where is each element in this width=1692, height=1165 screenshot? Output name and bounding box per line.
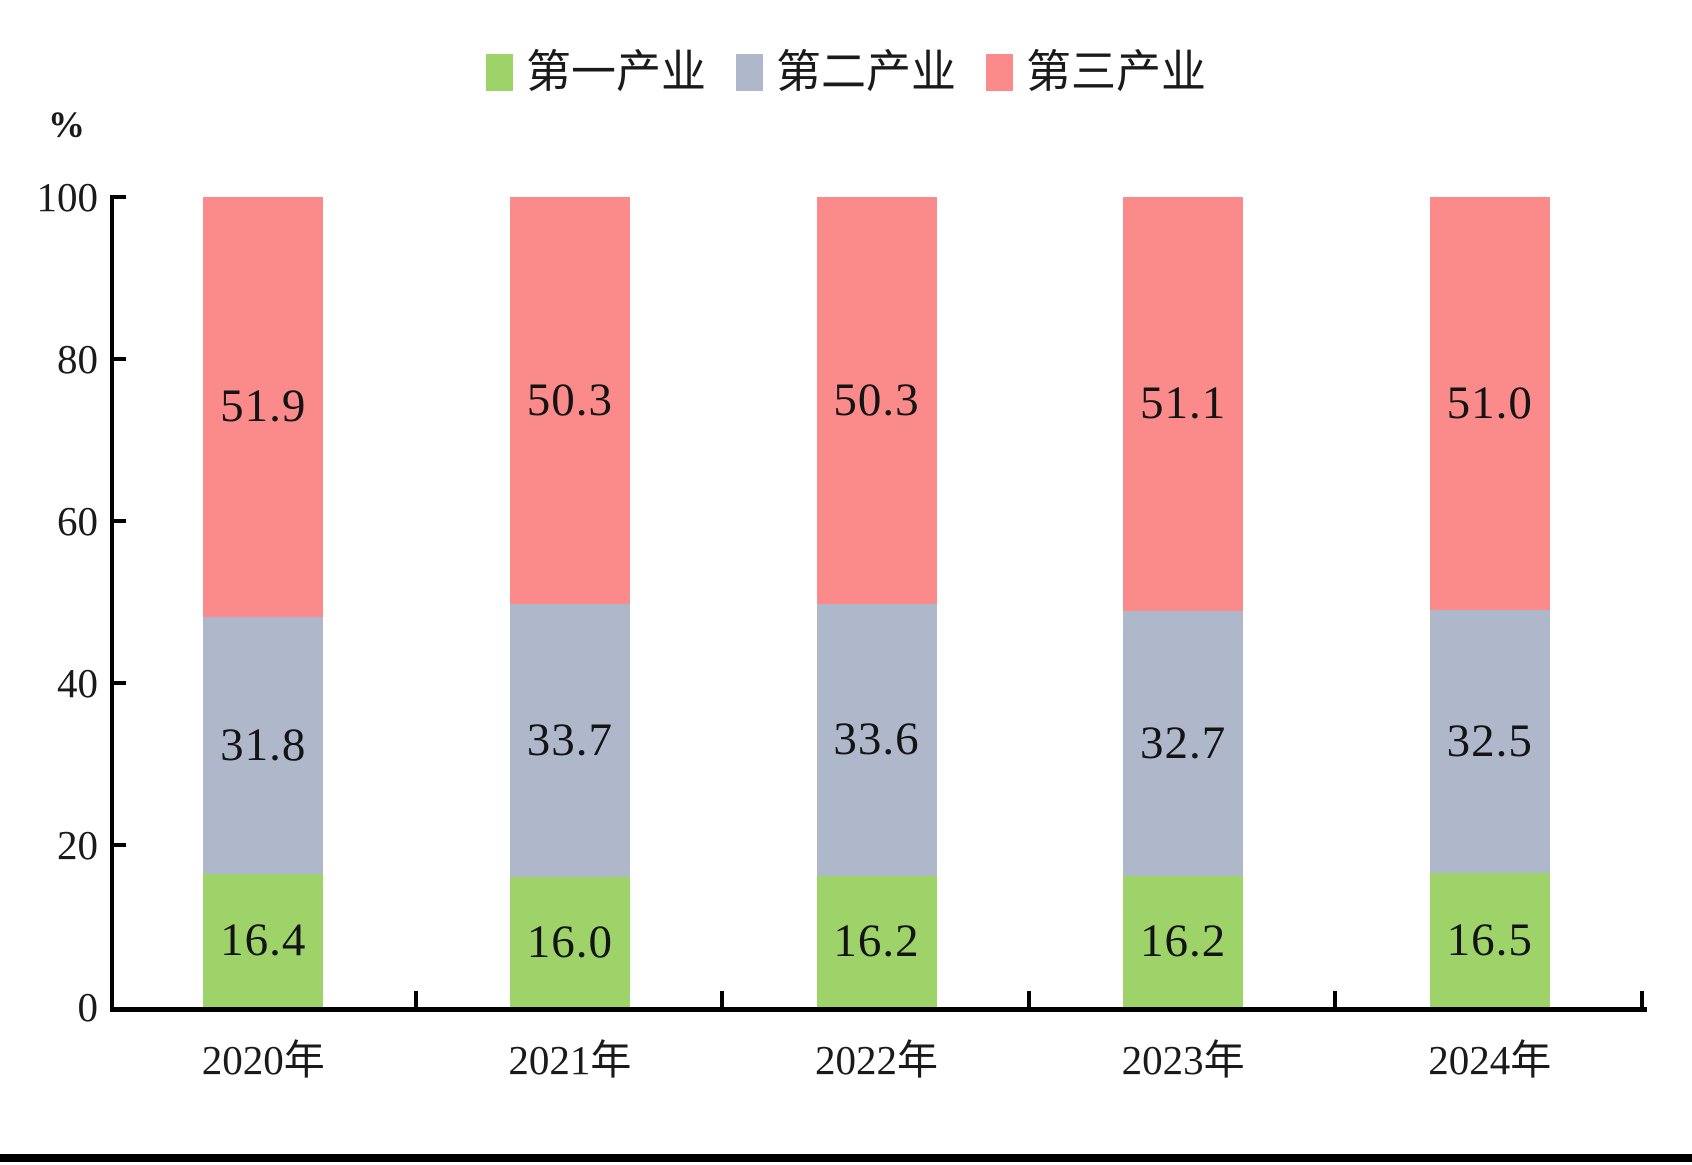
bar-value-label: 50.3	[833, 373, 920, 426]
bar-segment-2024年-第三产业: 51.0	[1429, 197, 1550, 611]
bar-value-label: 51.0	[1446, 377, 1533, 430]
y-tick-label: 40	[57, 660, 98, 706]
x-tick-mark	[1333, 991, 1338, 1007]
bar-segment-2023年-第一产业: 16.2	[1123, 875, 1244, 1007]
bar-value-label: 16.5	[1446, 913, 1533, 966]
legend-item-2: 第二产业	[735, 47, 956, 97]
bar-segment-2022年-第三产业: 50.3	[816, 197, 937, 604]
bar-value-label: 33.6	[833, 713, 920, 766]
x-axis-line	[110, 1007, 1647, 1012]
bar-segment-2020年-第一产业: 16.4	[203, 874, 324, 1007]
y-tick-label: 20	[57, 822, 98, 868]
bar-segment-2021年-第一产业: 16.0	[509, 877, 630, 1007]
x-tick-mark	[720, 991, 725, 1007]
bar-value-label: 31.8	[220, 718, 307, 771]
bar-value-label: 51.9	[220, 380, 307, 433]
bar-segment-2024年-第二产业: 32.5	[1429, 610, 1550, 874]
bar-segment-2021年-第二产业: 33.7	[509, 604, 630, 878]
x-category-label: 2024年	[1428, 1037, 1552, 1083]
bar-segment-2021年-第三产业: 50.3	[509, 197, 630, 605]
y-tick-label: 60	[57, 498, 98, 544]
bar-segment-2022年-第一产业: 16.2	[816, 875, 937, 1007]
x-tick-mark	[1026, 991, 1031, 1007]
y-tick-mark	[110, 357, 126, 361]
x-tick-mark	[1640, 991, 1644, 1007]
bar-value-label: 32.5	[1446, 715, 1533, 768]
legend-swatch-icon	[735, 54, 763, 91]
bar-segment-2020年-第二产业: 31.8	[203, 616, 324, 875]
y-axis-line	[110, 197, 114, 1011]
bar-value-label: 16.2	[833, 914, 920, 967]
y-tick-mark	[110, 519, 126, 523]
bar-value-label: 33.7	[526, 714, 614, 767]
bar-segment-2024年-第一产业: 16.5	[1429, 873, 1550, 1007]
bar-value-label: 50.3	[526, 374, 614, 427]
bar-segment-2022年-第二产业: 33.6	[816, 603, 937, 876]
bar-value-label: 16.2	[1139, 914, 1227, 967]
y-tick-mark	[110, 195, 126, 199]
bottom-border-rule	[0, 1154, 1692, 1162]
y-tick-label: 0	[77, 984, 99, 1030]
legend-swatch-icon	[485, 54, 513, 91]
x-tick-mark	[413, 991, 418, 1007]
legend-item-1: 第一产业	[485, 47, 706, 97]
legend-item-3: 第三产业	[986, 50, 1206, 95]
y-axis-unit-label: %	[48, 105, 85, 146]
legend-label: 第二产业	[775, 47, 956, 97]
legend-label: 第一产业	[525, 47, 706, 97]
bar-value-label: 51.1	[1139, 377, 1227, 430]
y-tick-label: 80	[57, 336, 98, 382]
x-category-label: 2020年	[201, 1037, 325, 1083]
bar-segment-2020年-第三产业: 51.9	[203, 197, 324, 617]
bar-segment-2023年-第三产业: 51.1	[1123, 197, 1244, 611]
bar-value-label: 16.0	[526, 915, 614, 968]
bar-segment-2023年-第二产业: 32.7	[1123, 610, 1244, 876]
y-tick-mark	[110, 843, 126, 847]
y-tick-mark	[110, 681, 126, 685]
x-category-label: 2022年	[814, 1037, 938, 1083]
bar-value-label: 16.4	[220, 914, 307, 967]
y-tick-label: 100	[36, 174, 99, 220]
legend-label: 第三产业	[1026, 47, 1207, 97]
x-category-label: 2023年	[1121, 1037, 1245, 1083]
chart-legend: 第一产业 第二产业 第三产业	[0, 50, 1692, 95]
bar-value-label: 32.7	[1139, 716, 1227, 769]
legend-swatch-icon	[986, 54, 1013, 91]
x-category-label: 2021年	[508, 1037, 632, 1083]
